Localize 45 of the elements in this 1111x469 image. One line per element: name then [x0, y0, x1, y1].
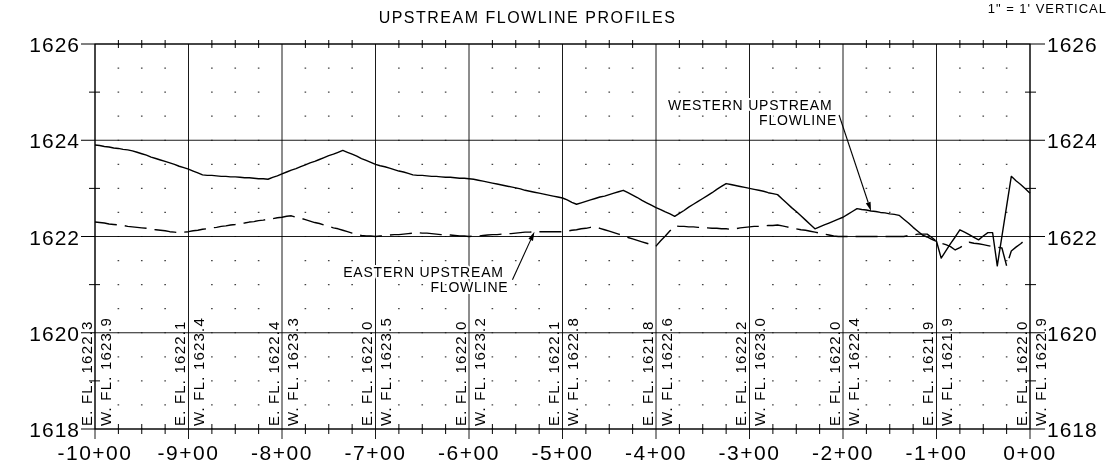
- annotation: E. FL. 1622.0: [825, 320, 842, 426]
- annotation: E. FL. 1621.9: [918, 320, 936, 426]
- annotation: W. FL. 1622.4: [844, 317, 861, 426]
- x-tick-label: -9+00: [157, 441, 220, 464]
- y-tick-label: 1618: [29, 417, 80, 441]
- text: E. FL. 1622.3: [77, 320, 94, 426]
- annotation: E. FL. 1622.0: [357, 320, 375, 426]
- annotation: E. FL. 1622.1: [544, 320, 562, 426]
- y2-tick-label: 1626: [1047, 32, 1098, 56]
- annotation: E. FL. 1621.8: [638, 320, 655, 426]
- chart-title: UPSTREAM FLOWLINE PROFILES: [378, 9, 677, 26]
- text: W. FL. 1622.9: [1031, 317, 1048, 426]
- x-tick-label: -4+00: [625, 441, 687, 464]
- annotation: W. FL. 1622.8: [563, 317, 581, 426]
- x-tick-label: -5+00: [531, 441, 594, 464]
- annotation: W. FL. 1623.4: [189, 317, 207, 426]
- text: 1" = 1' VERTICAL: [987, 1, 1107, 16]
- annotation: E. FL. 1622.0: [1012, 320, 1029, 426]
- annotation: E. FL. 1622.4: [264, 320, 281, 426]
- y-tick-label: 1624: [29, 128, 80, 152]
- annotation: W. FL. 1623.9: [96, 317, 113, 426]
- x-tick-label: -3+00: [718, 441, 781, 464]
- y-tick-label: 1622: [29, 225, 80, 248]
- y2-tick-label: 1622: [1047, 225, 1098, 248]
- x-tick-label: -7+00: [344, 441, 407, 464]
- annotation: E. FL. 1622.1: [170, 320, 188, 426]
- y2-tick-label: 1620: [1047, 321, 1098, 345]
- x-tick-label: -8+00: [251, 441, 313, 464]
- x-tick-label: -6+00: [438, 441, 500, 464]
- x-tick-label: 0+00: [1003, 441, 1057, 464]
- y2-tick-label: 1618: [1047, 417, 1098, 441]
- annotation: W. FL. 1622.6: [657, 317, 674, 426]
- x-tick-label: -2+00: [812, 441, 874, 464]
- x-tick-label: -1+00: [905, 441, 968, 464]
- annotation: W. FL. 1623.2: [470, 317, 487, 426]
- annotation: E. FL. 1622.2: [731, 320, 749, 426]
- annotation: W. FL. 1623.5: [376, 317, 394, 426]
- x-tick-label: -10+00: [57, 441, 133, 464]
- y-tick-label: 1626: [29, 32, 80, 56]
- y2-tick-label: 1624: [1047, 128, 1098, 152]
- annotation: W. FL. 1621.9: [937, 317, 955, 426]
- annotation: E. FL. 1622.0: [451, 320, 468, 426]
- y-tick-label: 1620: [29, 321, 80, 345]
- annotation: W. FL. 1623.3: [283, 317, 300, 426]
- annotation: W. FL. 1623.0: [750, 317, 768, 426]
